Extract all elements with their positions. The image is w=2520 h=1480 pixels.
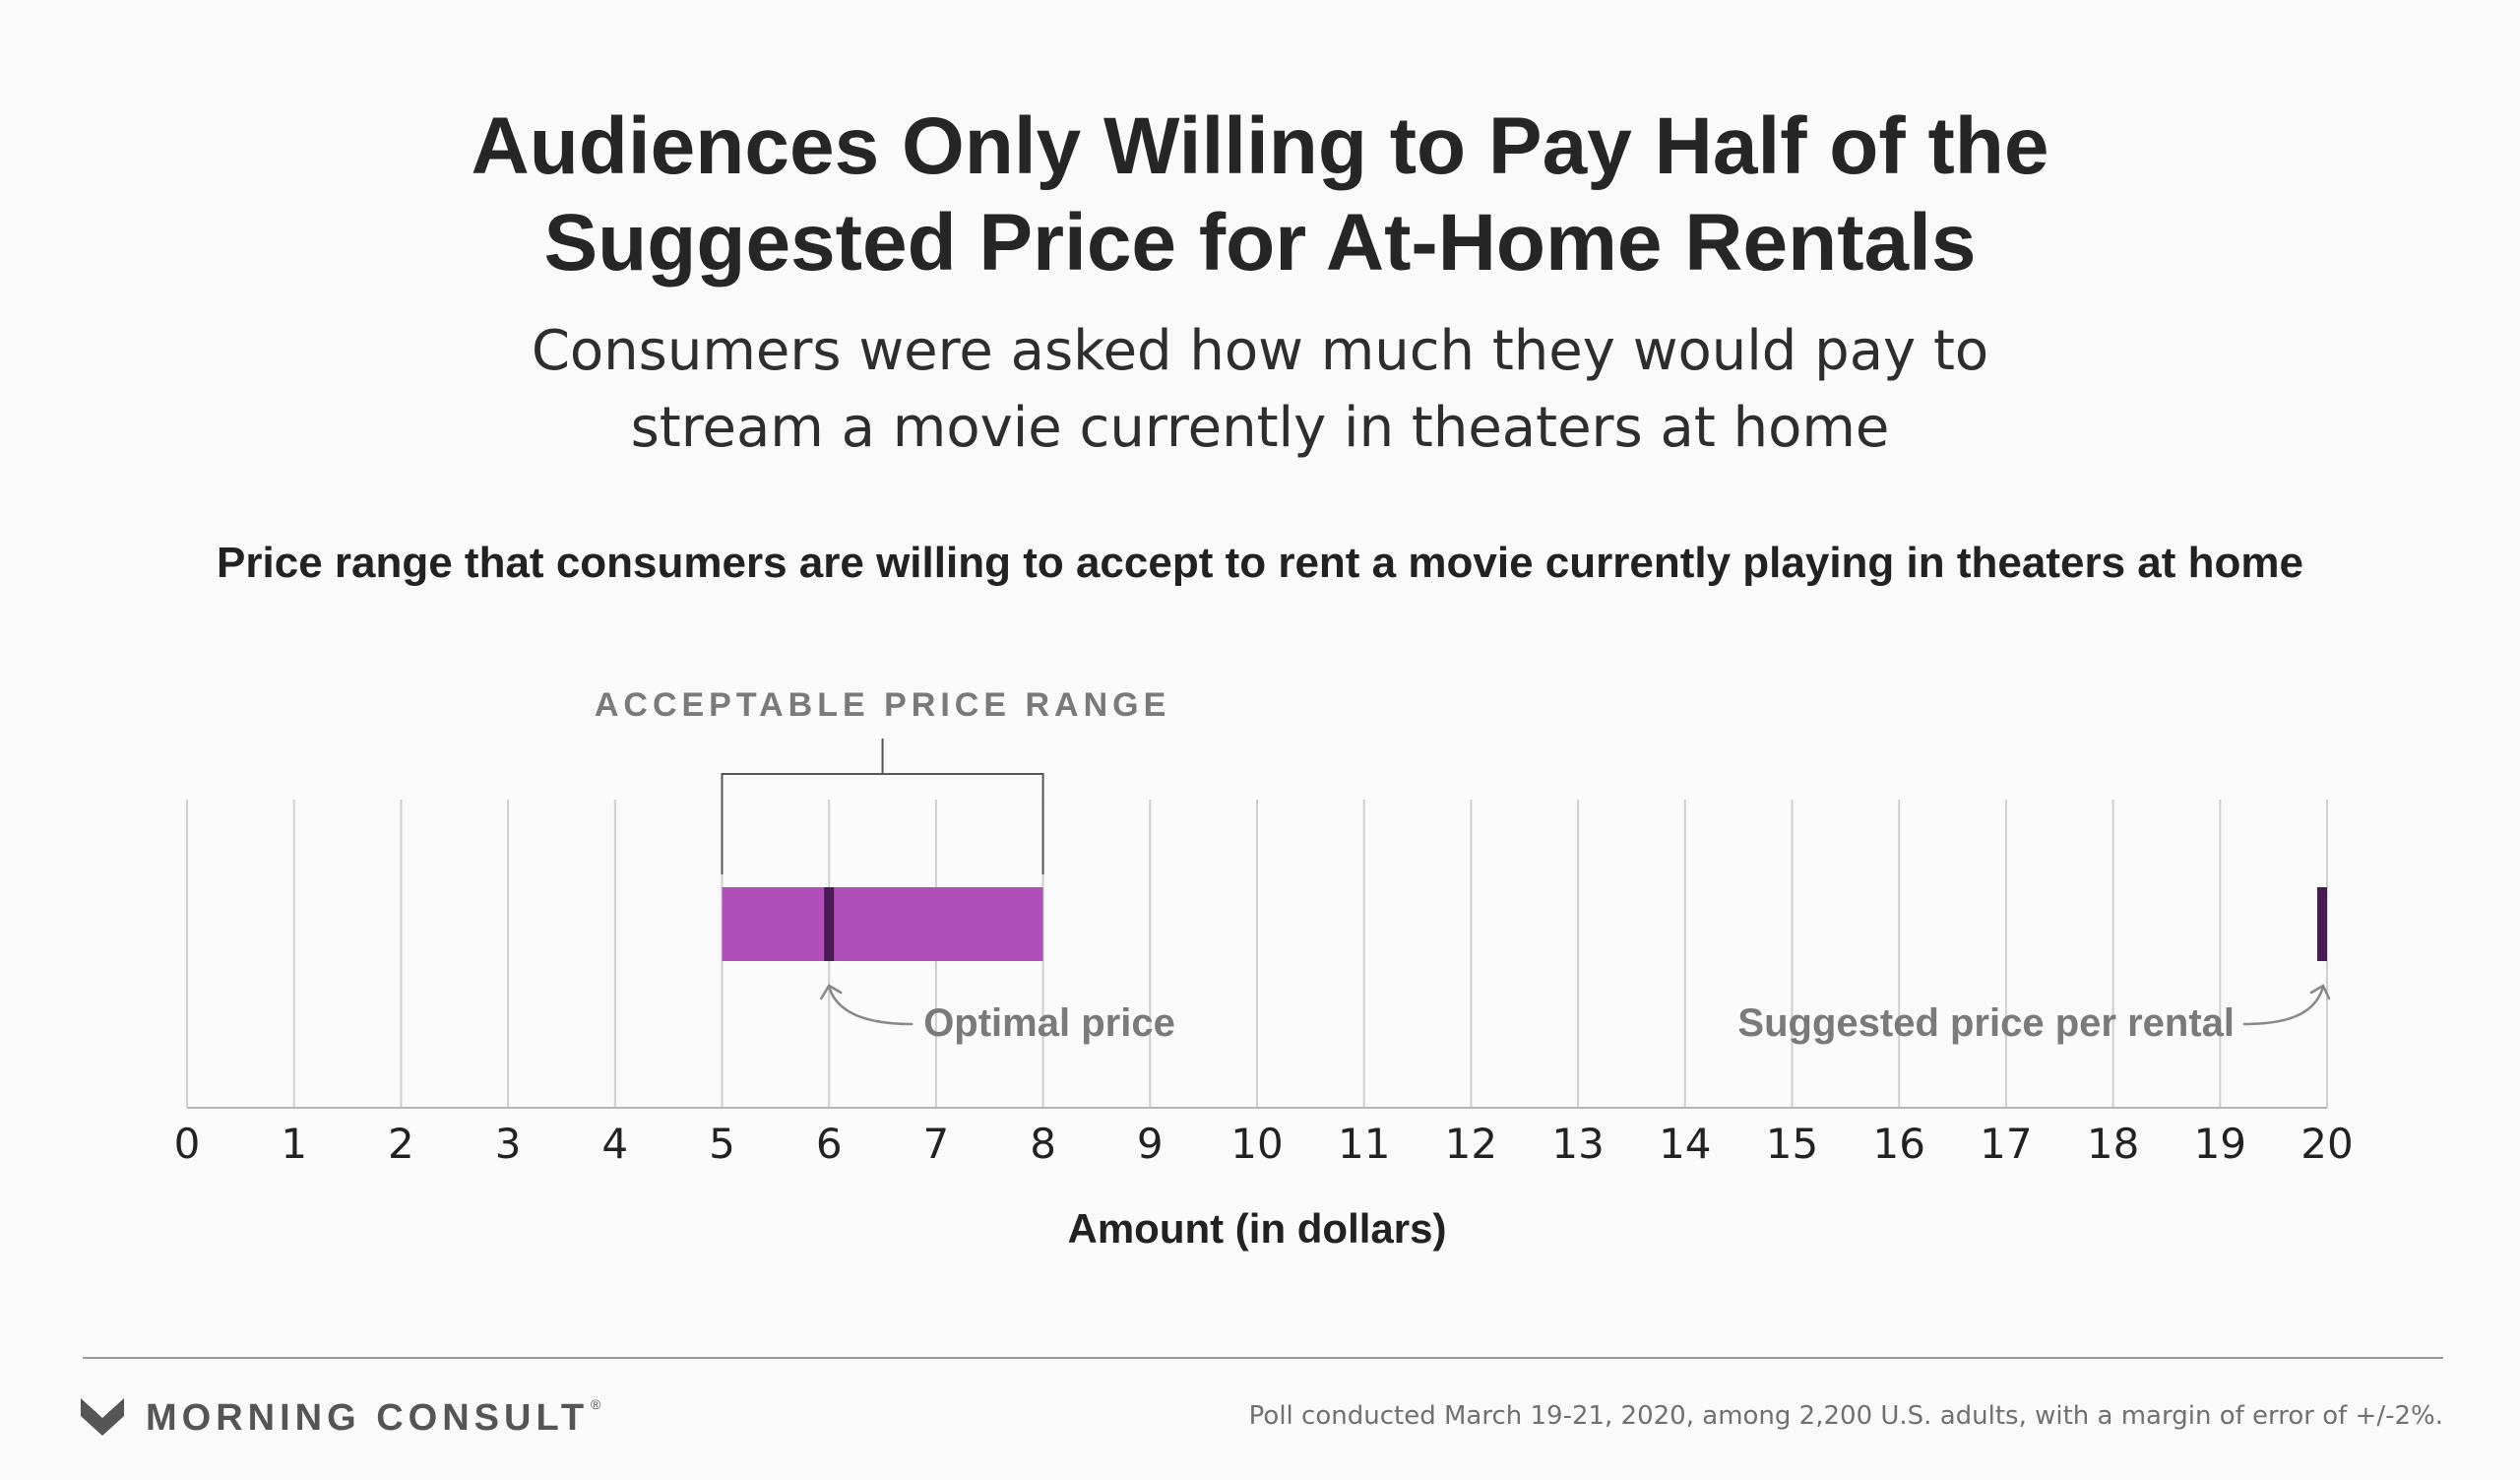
x-tick-label: 10 <box>1230 1120 1283 1168</box>
morning-consult-m-icon <box>81 1398 124 1436</box>
x-tick-label: 4 <box>601 1120 628 1168</box>
acceptable-range-bar <box>722 887 1043 961</box>
x-tick-label: 13 <box>1551 1120 1604 1168</box>
x-tick-label: 8 <box>1030 1120 1056 1168</box>
title-line-2: Suggested Price for At-Home Rentals <box>543 198 1977 288</box>
footer-divider <box>83 1357 2443 1359</box>
acceptable-range-bracket <box>721 739 1044 874</box>
x-tick-label: 15 <box>1766 1120 1818 1168</box>
page-subtitle: Consumers were asked how much they would… <box>0 313 2520 467</box>
x-axis-label: Amount (in dollars) <box>1068 1205 1447 1252</box>
x-tick-label: 19 <box>2194 1120 2246 1168</box>
x-tick-label: 17 <box>1980 1120 2032 1168</box>
suggested-price-label: Suggested price per rental <box>1737 1001 2235 1045</box>
x-tick-label: 14 <box>1659 1120 1711 1168</box>
brand-registered-mark: ® <box>591 1396 601 1412</box>
x-tick-labels: 0 1 2 3 4 5 6 7 8 9 10 11 12 13 14 15 16 17 18 19 20 <box>174 1120 2354 1168</box>
x-tick-label: 3 <box>495 1120 522 1168</box>
x-tick-label: 20 <box>2300 1120 2353 1168</box>
x-tick-label: 11 <box>1338 1120 1390 1168</box>
brand-name: MORNING CONSULT <box>146 1396 590 1439</box>
suggested-price-arrow <box>2242 984 2331 1026</box>
x-tick-label: 9 <box>1137 1120 1164 1168</box>
x-tick-label: 12 <box>1445 1120 1497 1168</box>
x-tick-label: 2 <box>388 1120 414 1168</box>
suggested-price-mark <box>2317 887 2327 961</box>
x-tick-label: 18 <box>2087 1120 2139 1168</box>
poll-footnote: Poll conducted March 19-21, 2020, among … <box>1248 1401 2443 1431</box>
x-tick-label: 6 <box>816 1120 843 1168</box>
subtitle-line-2: stream a movie currently in theaters at … <box>630 396 1890 460</box>
optimal-price-arrow <box>819 984 914 1026</box>
grid-lines <box>186 800 2328 1108</box>
optimal-price-mark <box>824 887 835 961</box>
x-tick-label: 7 <box>923 1120 950 1168</box>
acceptable-range-label: ACCEPTABLE PRICE RANGE <box>595 686 1170 724</box>
chart-heading: Price range that consumers are willing t… <box>217 539 2303 587</box>
title-line-1: Audiences Only Willing to Pay Half of th… <box>471 101 2049 191</box>
bracket-line <box>721 739 1044 874</box>
x-tick-label: 1 <box>281 1120 307 1168</box>
x-tick-label: 16 <box>1872 1120 1924 1168</box>
x-tick-label: 0 <box>174 1120 201 1168</box>
brand-logo: MORNING CONSULT ® <box>81 1390 600 1446</box>
subtitle-line-1: Consumers were asked how much they would… <box>531 319 1989 383</box>
x-tick-label: 5 <box>709 1120 735 1168</box>
page-title: Audiences Only Willing to Pay Half of th… <box>0 98 2520 291</box>
optimal-price-label: Optimal price <box>923 1001 1175 1045</box>
